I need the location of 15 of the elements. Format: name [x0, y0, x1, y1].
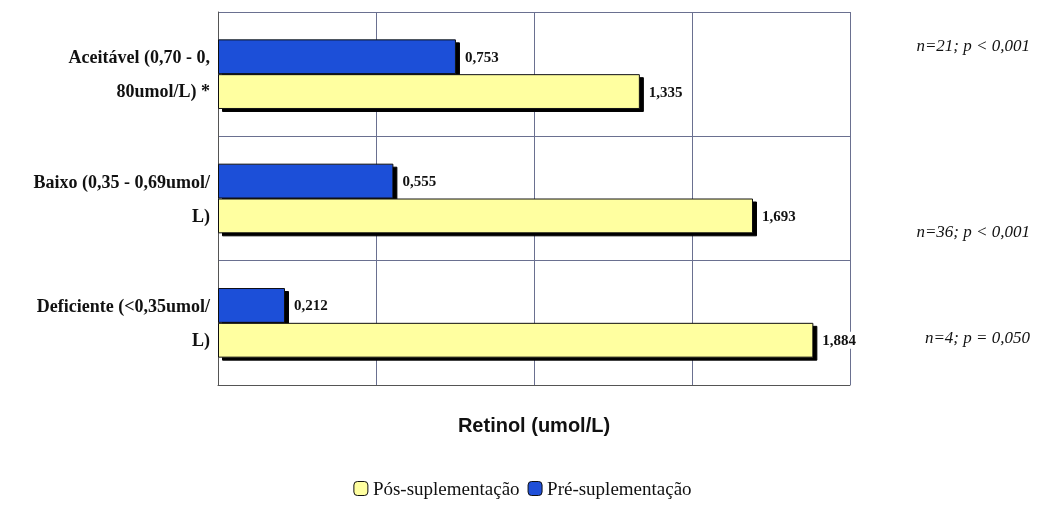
y-tick-label: Aceitável (0,70 - 0,80umol/L) *	[68, 47, 210, 103]
data-label: 0,555	[402, 173, 437, 190]
text: n=21; p < 0,001	[916, 35, 1030, 55]
text: n=4; p = 0,050	[924, 328, 1031, 348]
data-label: 0,753	[464, 48, 499, 65]
x-axis-title: Retinol (umol/L)	[457, 414, 611, 436]
legend-label: Pré-suplementação	[547, 478, 692, 499]
data-label: 1,693	[761, 207, 796, 224]
data-label: 0,212	[293, 297, 328, 314]
data-label: 1,335	[648, 83, 683, 100]
y-tick-label: Deficiente (<0,35umol/L)	[36, 295, 211, 351]
legend-label: Pós-suplementação	[372, 478, 520, 499]
y-tick-label: Baixo (0,35 - 0,69umol/L)	[33, 171, 211, 227]
data-label: 1,884	[822, 332, 857, 349]
text: n=36; p < 0,001	[916, 222, 1030, 242]
